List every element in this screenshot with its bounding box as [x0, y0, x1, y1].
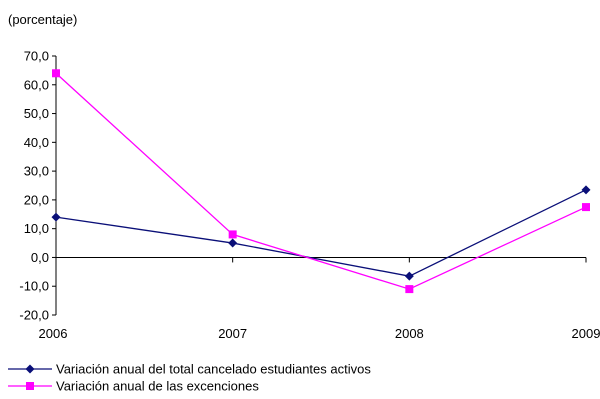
- data-point: [582, 203, 590, 212]
- x-tick-label: 2007: [218, 326, 247, 341]
- legend-item: Variación anual de las excenciones: [8, 379, 259, 394]
- y-tick-label: 30,0: [24, 164, 49, 179]
- y-tick-label: 70,0: [24, 49, 49, 64]
- legend-item: Variación anual del total cancelado estu…: [8, 362, 371, 377]
- data-point: [52, 69, 60, 78]
- series-line: [55, 189, 587, 277]
- y-tick-label: 20,0: [24, 192, 49, 207]
- data-point: [228, 230, 237, 239]
- y-tick-labels: 70,0 60,0 50,0 40,0 30,0 20,0 10,0 0,0 -10,0 -20,…: [19, 49, 49, 323]
- y-tick-label: -10,0: [19, 279, 49, 294]
- legend-label: Variación anual de las excenciones: [56, 379, 259, 394]
- y-tick-label: 0,0: [31, 250, 49, 265]
- legend-marker: [26, 382, 34, 390]
- y-tick-label: 10,0: [24, 221, 49, 236]
- series-2: [52, 69, 590, 294]
- x-tick-label: 2006: [39, 326, 68, 341]
- data-point: [404, 271, 414, 281]
- legend-label: Variación anual del total cancelado estu…: [56, 362, 371, 377]
- axes: [52, 55, 587, 316]
- series-line: [55, 72, 587, 290]
- y-tick-label: 50,0: [24, 106, 49, 121]
- y-tick-label: 40,0: [24, 135, 49, 150]
- x-tick-label: 2008: [395, 326, 424, 341]
- series-1: [51, 185, 591, 281]
- y-tick-label: 60,0: [24, 77, 49, 92]
- x-tick-label: 2009: [572, 326, 600, 341]
- y-unit-label: (porcentaje): [8, 12, 77, 27]
- data-point: [405, 285, 414, 294]
- y-tick-label: -20,0: [19, 308, 49, 323]
- x-tick-labels: 2006 2007 2008 2009: [39, 326, 600, 341]
- data-point: [51, 212, 61, 222]
- legend: Variación anual del total cancelado estu…: [8, 362, 371, 394]
- legend-marker: [25, 364, 35, 374]
- series-lines: [51, 69, 591, 294]
- data-point: [581, 185, 591, 195]
- data-point: [228, 238, 238, 248]
